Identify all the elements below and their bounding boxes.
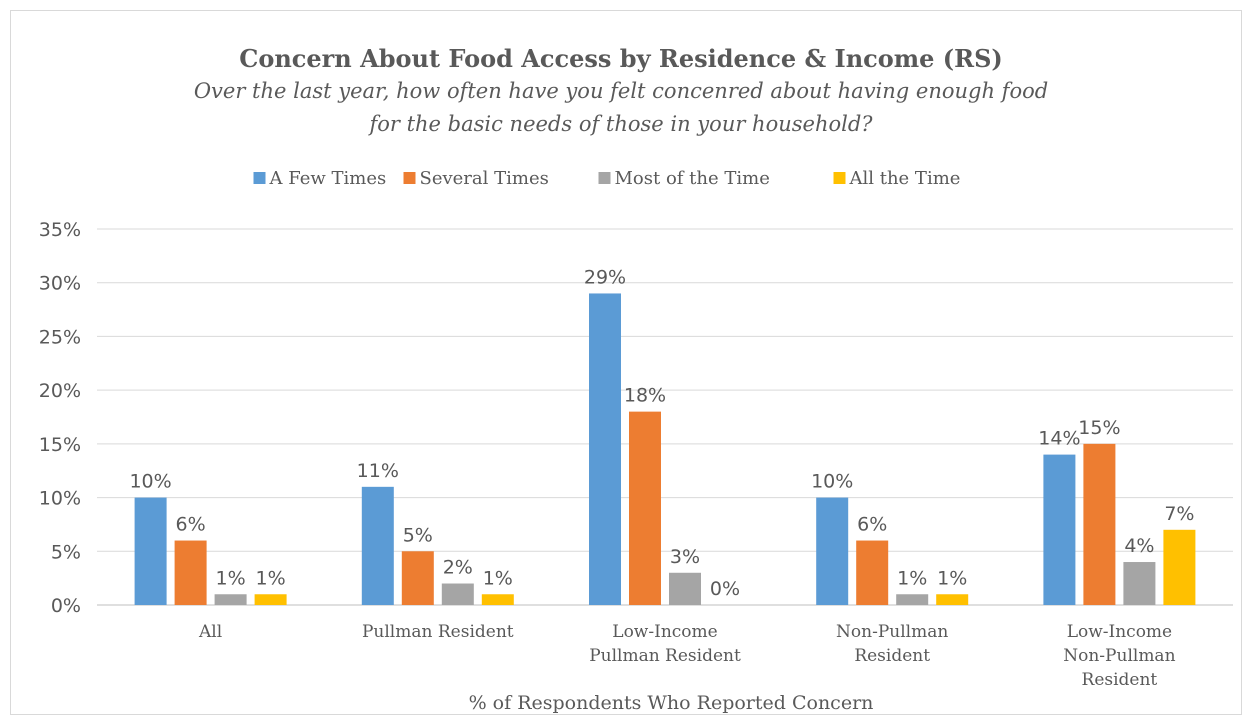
y-axis: 0% 5% 10% 15% 20% 25% 30% 35% (39, 219, 81, 617)
y-tick-label: 25% (39, 326, 81, 348)
bar (1043, 454, 1076, 605)
bar (254, 594, 287, 605)
legend-swatch (403, 172, 416, 184)
y-tick-label: 0% (51, 595, 81, 617)
data-labels: 10%6%1% 1%11%5%2% 1%29%18%3%0%10%6%1% 1%14%… (129, 266, 1194, 600)
bar (134, 497, 167, 605)
data-label: 15% (1078, 417, 1120, 439)
legend-label: Most of the Time (615, 168, 770, 189)
data-label: 1% (216, 567, 246, 589)
category-label: All (198, 622, 222, 642)
y-tick-label: 15% (39, 434, 81, 456)
bar (214, 594, 247, 605)
bars (134, 293, 1196, 605)
data-label: 6% (176, 514, 206, 536)
category-label: Non-Pullman Resident (836, 622, 948, 666)
legend-item: A Few Times (253, 168, 387, 189)
data-label: 1% (937, 567, 967, 589)
category-label: Low-Income Non-Pullman Resident (1063, 622, 1175, 690)
y-tick-label: 10% (39, 488, 81, 510)
bar (669, 572, 701, 605)
x-axis: All Pullman Resident Low-Income Pullman Res… (198, 622, 1176, 690)
y-tick-label: 5% (51, 541, 81, 563)
bar (1123, 562, 1156, 605)
data-label: 10% (129, 471, 171, 493)
data-label: 4% (1124, 535, 1154, 557)
data-label: 14% (1038, 428, 1080, 450)
bar (1083, 443, 1116, 605)
legend-label: All the Time (849, 168, 961, 189)
legend-item: All the Time (833, 168, 961, 189)
data-label: 3% (670, 546, 700, 568)
chart-subtitle-line-2: for the basic needs of those in your hou… (367, 112, 873, 136)
bar (1163, 529, 1196, 605)
bar (481, 594, 514, 605)
chart-frame: Concern About Food Access by Residence &… (10, 10, 1242, 715)
data-label: 7% (1164, 503, 1194, 525)
data-label: 11% (357, 460, 399, 482)
data-label: 5% (403, 524, 433, 546)
gridlines (97, 228, 1233, 606)
legend-swatch (253, 172, 266, 184)
bar (174, 540, 207, 605)
x-axis-label: % of Respondents Who Reported Concern (469, 692, 874, 714)
legend-swatch (833, 172, 846, 184)
legend: A Few Times Several Times Most of the Time… (253, 168, 961, 189)
bar (629, 411, 661, 605)
bar (816, 497, 849, 605)
data-label: 0% (710, 578, 740, 600)
y-tick-label: 30% (39, 273, 81, 295)
bar (441, 583, 474, 605)
chart-subtitle-line-1: Over the last year, how often have you f… (194, 79, 1048, 103)
data-label: 2% (443, 557, 473, 579)
data-label: 6% (857, 514, 887, 536)
data-label: 1% (256, 567, 286, 589)
bar-chart: Concern About Food Access by Residence &… (39, 44, 1233, 714)
data-label: 1% (483, 567, 513, 589)
category-label: Low-Income Pullman Resident (589, 622, 741, 666)
data-label: 10% (811, 471, 853, 493)
legend-item: Most of the Time (598, 168, 770, 189)
legend-swatch (598, 172, 611, 184)
data-label: 29% (584, 266, 626, 288)
data-label: 1% (897, 567, 927, 589)
legend-label: A Few Times (269, 168, 387, 189)
bar (401, 551, 434, 605)
bar (896, 594, 929, 605)
bar (856, 540, 889, 605)
y-tick-label: 20% (39, 380, 81, 402)
bar (589, 293, 621, 605)
legend-label: Several Times (420, 168, 549, 189)
category-label: Pullman Resident (362, 622, 514, 642)
y-tick-label: 35% (39, 219, 81, 241)
chart-title: Concern About Food Access by Residence &… (239, 44, 1003, 73)
legend-item: Several Times (403, 168, 549, 189)
bar (361, 486, 394, 605)
data-label: 18% (624, 385, 666, 407)
bar (936, 594, 969, 605)
